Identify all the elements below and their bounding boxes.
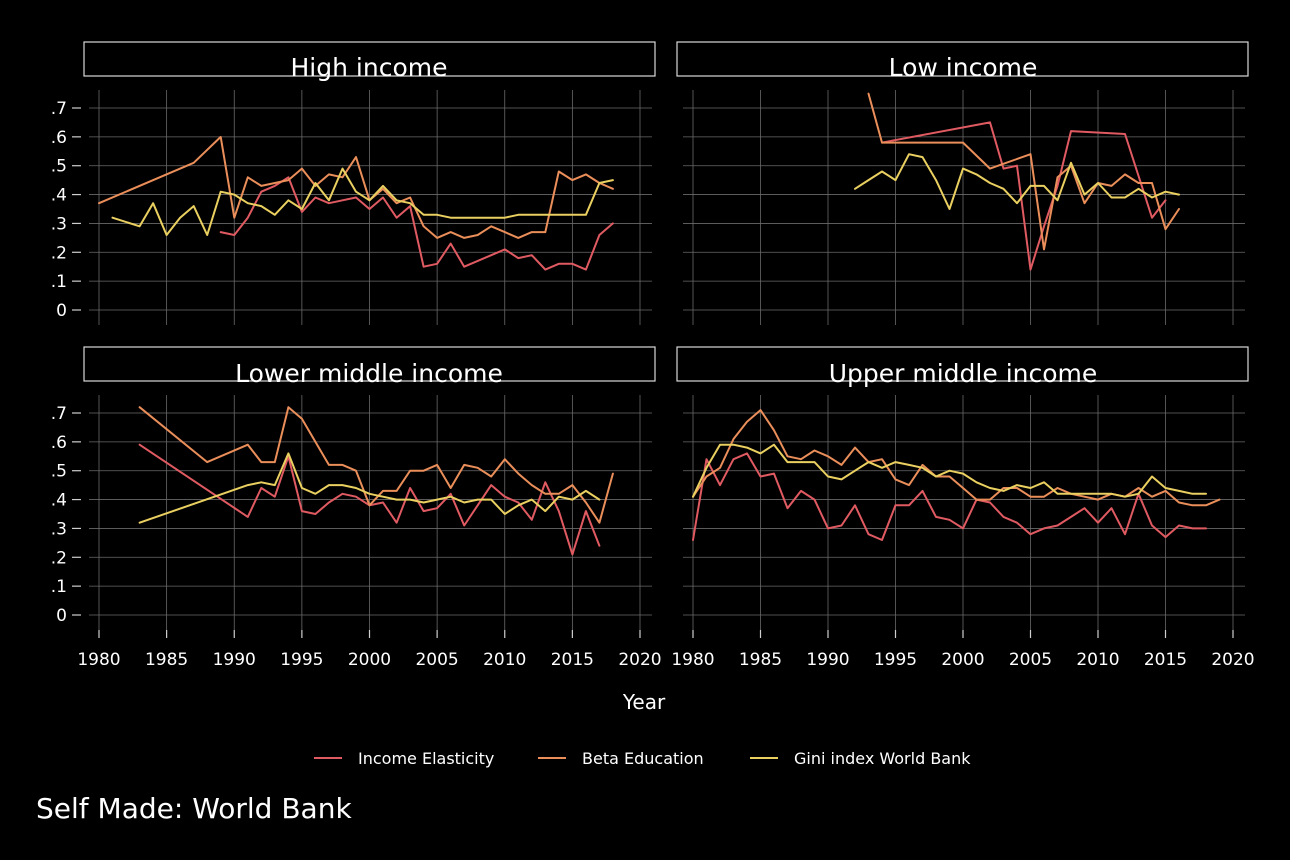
y-tick-label: .7 — [51, 99, 67, 119]
legend-label: Gini index World Bank — [794, 749, 971, 768]
panel-title-box — [83, 41, 656, 77]
series-line-beta-education — [867, 92, 1180, 251]
x-tick-label: 1990 — [806, 650, 849, 670]
series-line-gini-index-world-bank — [854, 153, 1180, 210]
panel-title: Low income — [889, 53, 1038, 82]
x-axis-title: Year — [622, 690, 666, 714]
x-tick-label: 1985 — [145, 650, 188, 670]
x-tick-label: 1990 — [213, 650, 256, 670]
legend-item: Beta Education — [538, 749, 704, 768]
x-tick-label: 2005 — [1009, 650, 1052, 670]
y-tick-label: .3 — [51, 519, 67, 539]
panel-title-box — [676, 346, 1249, 382]
x-tick-label: 1980 — [77, 650, 120, 670]
panel-2: Low income — [676, 41, 1249, 325]
y-tick-label: .1 — [51, 577, 67, 597]
source-note: Self Made: World Bank — [36, 792, 352, 825]
x-axis-layer: 1980 1985 1990 1995 2000 2005 2010 2015 2020 1980… — [77, 630, 1255, 670]
y-tick-label: .7 — [51, 404, 67, 424]
y-tick-label: 0 — [56, 606, 67, 626]
series-line-income-elasticity — [138, 443, 601, 556]
x-tick-label: 2015 — [1144, 650, 1187, 670]
series-line-income-elasticity — [692, 452, 1207, 541]
y-tick-label: .2 — [51, 243, 67, 263]
panel-1: High income 0 .1 .2 .3 .4 .5 .6 .7 — [51, 41, 656, 325]
y-tick-label: .5 — [51, 462, 67, 482]
panel-title-box — [83, 346, 656, 382]
x-tick-label: 2010 — [483, 650, 526, 670]
y-tick-label: .4 — [51, 491, 67, 511]
x-tick-label: 2000 — [941, 650, 984, 670]
series-line-beta-education — [98, 135, 614, 239]
y-tick-label: .2 — [51, 548, 67, 568]
x-tick-label: 2010 — [1076, 650, 1119, 670]
y-tick-label: .6 — [51, 128, 67, 148]
x-tick-label: 2005 — [415, 650, 458, 670]
legend: Income Elasticity Beta Education Gini inde… — [314, 749, 971, 768]
y-tick-label: .5 — [51, 157, 67, 177]
legend-label: Beta Education — [582, 749, 704, 768]
y-tick-label: .1 — [51, 272, 67, 292]
x-tick-label: 2020 — [618, 650, 661, 670]
series-line-income-elasticity — [219, 176, 614, 271]
panel-title: High income — [291, 53, 448, 82]
x-axis-2: 1980 1985 1990 1995 2000 2005 2010 2015 2020 — [671, 630, 1255, 670]
panel-4: Upper middle income — [676, 346, 1249, 630]
series-line-gini-index-world-bank — [111, 167, 614, 236]
x-tick-label: 1995 — [280, 650, 323, 670]
series-line-gini-index-world-bank — [692, 443, 1207, 498]
panel-title: Lower middle income — [235, 359, 503, 388]
panel-title-box — [676, 41, 1249, 77]
series-line-beta-education — [692, 409, 1221, 507]
x-tick-label: 1985 — [739, 650, 782, 670]
y-tick-label: 0 — [56, 301, 67, 321]
x-tick-label: 1980 — [671, 650, 714, 670]
x-axis-1: 1980 1985 1990 1995 2000 2005 2010 2015 2020 — [77, 630, 662, 670]
x-tick-label: 2015 — [551, 650, 594, 670]
series-line-income-elasticity — [881, 121, 1167, 271]
y-tick-label: .3 — [51, 214, 67, 234]
panels-layer: High income 0 .1 .2 .3 .4 .5 .6 .7 Low income Lowe… — [51, 41, 1249, 630]
x-tick-label: 1995 — [874, 650, 917, 670]
y-tick-label: .4 — [51, 186, 67, 206]
series-line-gini-index-world-bank — [138, 452, 601, 524]
y-tick-label: .6 — [51, 433, 67, 453]
legend-label: Income Elasticity — [358, 749, 494, 768]
x-tick-label: 2020 — [1211, 650, 1254, 670]
x-tick-label: 2000 — [348, 650, 391, 670]
panel-3: Lower middle income 0 .1 .2 .3 .4 .5 .6 .7 — [51, 346, 656, 630]
legend-item: Income Elasticity — [314, 749, 494, 768]
legend-item: Gini index World Bank — [750, 749, 971, 768]
series-line-beta-education — [138, 406, 614, 524]
panel-title: Upper middle income — [829, 359, 1098, 388]
